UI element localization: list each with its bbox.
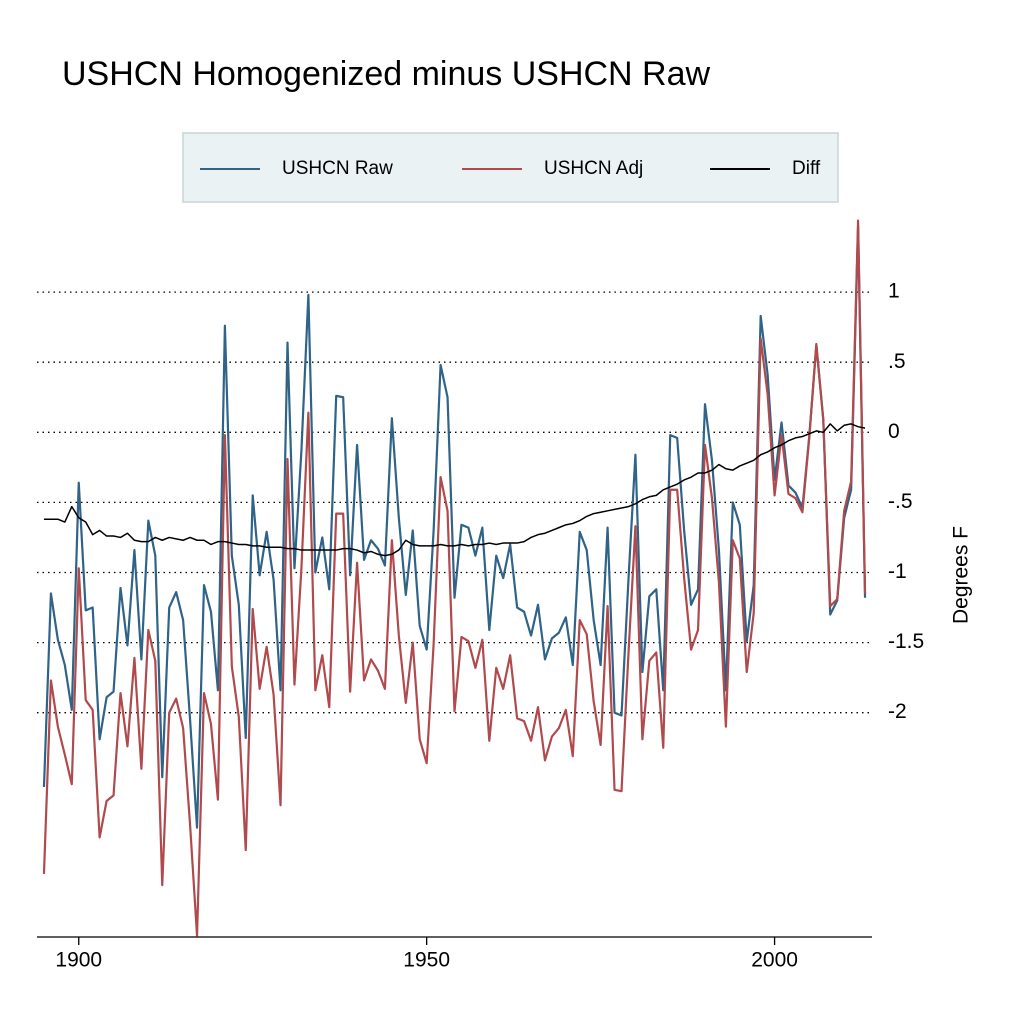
y-tick-label: -1 [888, 560, 907, 583]
series-line [42, 225, 867, 829]
chart-title: USHCN Homogenized minus USHCN Raw [62, 55, 711, 93]
x-tick-label: 1950 [403, 949, 450, 972]
series-line [43, 423, 866, 557]
x-tick-label: 2000 [751, 949, 798, 972]
legend-label: USHCN Raw [282, 158, 393, 179]
legend [182, 132, 839, 203]
legend-label: USHCN Adj [544, 158, 643, 179]
y-tick-label: -.5 [888, 490, 913, 513]
y-tick-label: 0 [888, 420, 900, 443]
y-tick-label: 1 [888, 280, 900, 303]
y-tick-label: -1.5 [888, 630, 924, 653]
y-axis-label: Degrees F [950, 526, 973, 624]
series-line [42, 219, 867, 937]
x-tick-label: 1900 [55, 949, 102, 972]
y-tick-label: -2 [888, 700, 907, 723]
legend-label: Diff [792, 158, 821, 179]
y-tick-label: .5 [888, 350, 906, 373]
